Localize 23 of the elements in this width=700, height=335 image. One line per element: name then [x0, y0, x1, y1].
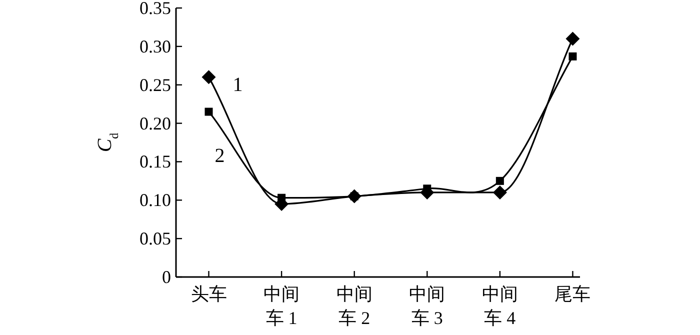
y-tick-label: 0: [162, 267, 171, 287]
y-tick-label: 0.20: [140, 113, 171, 134]
y-tick-label: 0.35: [140, 0, 171, 18]
series-label: 1: [232, 74, 243, 96]
x-tick-label: 中间车 2: [336, 284, 372, 328]
y-tick-label: 0.25: [140, 74, 171, 95]
y-tick-label: 0.10: [140, 190, 171, 210]
x-tick-label: 中间车 1: [264, 284, 300, 328]
point: [568, 52, 577, 60]
point: [496, 176, 504, 185]
x-tick-label: 中间车 3: [409, 284, 446, 328]
x-tick-label: 中间车 4: [482, 284, 518, 328]
y-tick-label: 0.05: [140, 228, 171, 249]
series-label: 2: [214, 144, 225, 167]
point: [204, 108, 213, 116]
point: [278, 194, 286, 202]
point: [492, 185, 507, 200]
point: [202, 70, 216, 84]
y-tick-label: 0.15: [140, 152, 171, 172]
x-tick-label: 尾车: [554, 284, 591, 304]
y-tick-label: 0.30: [140, 36, 171, 56]
x-tick-label: 头车: [190, 284, 227, 304]
point: [566, 32, 580, 46]
